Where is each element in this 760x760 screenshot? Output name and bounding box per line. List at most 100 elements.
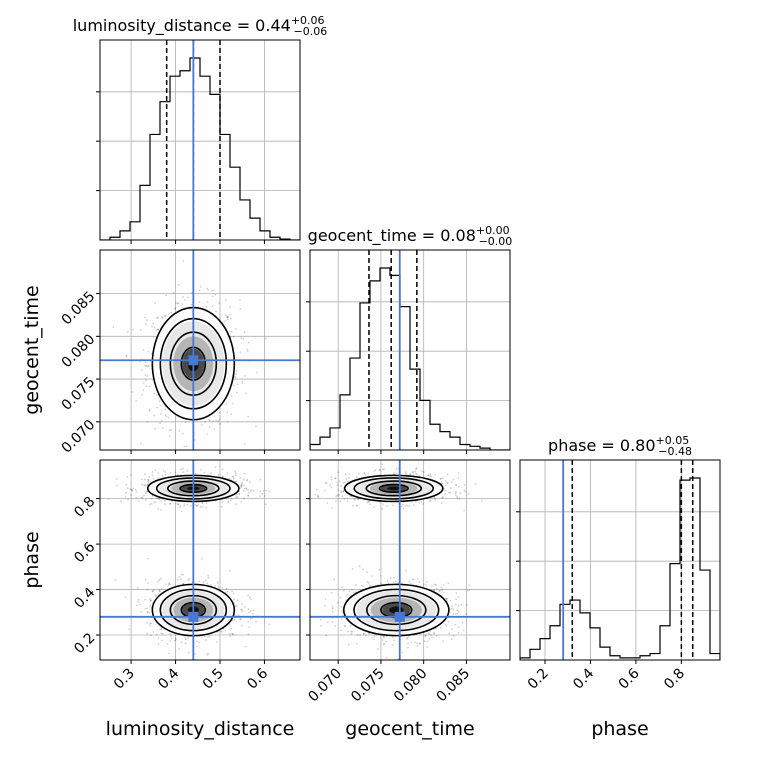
sample-point bbox=[351, 504, 354, 507]
sample-point bbox=[115, 484, 118, 487]
sample-point bbox=[157, 477, 160, 480]
sample-point bbox=[197, 503, 200, 506]
sample-point bbox=[240, 500, 243, 503]
sample-point bbox=[142, 494, 145, 497]
sample-point bbox=[468, 584, 471, 586]
sample-point bbox=[263, 495, 266, 497]
sample-point bbox=[381, 639, 384, 641]
sample-point bbox=[194, 503, 197, 506]
panel-title: geocent_time = 0.08+0.00 −0.00 bbox=[308, 224, 513, 248]
sample-point bbox=[148, 611, 151, 614]
x-axis-label-luminosity_distance: luminosity_distance bbox=[106, 718, 295, 740]
sample-point bbox=[444, 479, 447, 482]
sample-point bbox=[137, 598, 140, 601]
sample-point bbox=[445, 597, 448, 600]
sample-point bbox=[407, 646, 409, 649]
sample-point bbox=[241, 610, 244, 612]
sample-point bbox=[404, 471, 407, 474]
sample-point bbox=[427, 640, 429, 643]
sample-point bbox=[182, 296, 185, 298]
sample-point bbox=[217, 586, 220, 589]
sample-point bbox=[233, 335, 235, 338]
sample-point bbox=[157, 593, 160, 596]
sample-point bbox=[429, 630, 431, 633]
sample-point bbox=[416, 645, 419, 647]
sample-point bbox=[176, 473, 179, 476]
sample-point bbox=[231, 590, 233, 593]
sample-point bbox=[364, 473, 367, 476]
sample-point bbox=[249, 610, 252, 612]
sample-point bbox=[331, 607, 334, 610]
sample-point bbox=[246, 478, 249, 481]
sample-point bbox=[337, 495, 340, 497]
sample-point bbox=[187, 296, 190, 299]
sample-point bbox=[255, 620, 258, 623]
sample-point bbox=[187, 651, 190, 654]
sample-point bbox=[139, 329, 142, 331]
sample-point bbox=[159, 413, 162, 415]
sample-point bbox=[164, 473, 167, 476]
sample-point bbox=[178, 576, 181, 578]
sample-point bbox=[344, 625, 346, 628]
sample-point bbox=[368, 503, 371, 506]
sample-point bbox=[351, 630, 354, 633]
sample-point bbox=[151, 474, 154, 477]
sample-point bbox=[245, 487, 247, 490]
sample-point bbox=[149, 503, 151, 506]
sample-point bbox=[228, 569, 231, 572]
sample-point bbox=[147, 582, 149, 584]
sample-point bbox=[395, 468, 398, 471]
sample-point bbox=[247, 633, 250, 636]
sample-point bbox=[144, 491, 147, 494]
sample-point bbox=[201, 636, 204, 639]
sample-point bbox=[373, 506, 375, 509]
sample-point bbox=[265, 489, 268, 492]
sample-point bbox=[447, 582, 450, 585]
sample-point bbox=[342, 490, 345, 493]
sample-point bbox=[435, 635, 438, 637]
sample-point bbox=[146, 589, 149, 591]
sample-point bbox=[265, 337, 267, 340]
sample-point bbox=[405, 569, 407, 572]
sample-point bbox=[383, 642, 386, 645]
sample-point bbox=[186, 503, 189, 506]
sample-point bbox=[393, 639, 395, 642]
sample-point bbox=[425, 584, 428, 586]
sample-point bbox=[333, 578, 336, 581]
sample-point bbox=[229, 330, 232, 333]
sample-point bbox=[464, 490, 467, 493]
sample-point bbox=[143, 478, 146, 481]
sample-point bbox=[134, 488, 137, 491]
sample-point bbox=[188, 453, 190, 455]
sample-point bbox=[449, 600, 452, 602]
sample-point bbox=[184, 421, 187, 424]
panel-geocent_time-phase: 0.070 0.075 0.080 0.085 bbox=[305, 459, 511, 705]
density-contour bbox=[343, 474, 444, 503]
sample-point bbox=[153, 501, 155, 504]
sample-point bbox=[206, 582, 209, 585]
sample-point bbox=[242, 478, 245, 481]
sample-point bbox=[147, 478, 149, 481]
sample-point bbox=[480, 500, 483, 502]
sample-point bbox=[169, 640, 172, 642]
sample-point bbox=[158, 579, 161, 581]
sample-point bbox=[252, 609, 255, 612]
sample-point bbox=[247, 594, 250, 597]
sample-point bbox=[430, 475, 433, 478]
sample-point bbox=[427, 474, 430, 477]
sample-point bbox=[184, 642, 187, 645]
sample-point bbox=[161, 427, 164, 430]
sample-point bbox=[324, 604, 326, 607]
sample-point bbox=[144, 499, 147, 501]
sample-point bbox=[340, 586, 343, 589]
sample-point bbox=[146, 420, 149, 423]
sample-point bbox=[247, 607, 250, 610]
sample-point bbox=[220, 505, 223, 508]
sample-point bbox=[144, 373, 147, 376]
sample-point bbox=[170, 311, 173, 314]
sample-point bbox=[156, 497, 158, 500]
sample-point bbox=[259, 495, 261, 498]
sample-point bbox=[395, 472, 397, 475]
sample-point bbox=[225, 588, 228, 590]
sample-point bbox=[141, 369, 143, 372]
